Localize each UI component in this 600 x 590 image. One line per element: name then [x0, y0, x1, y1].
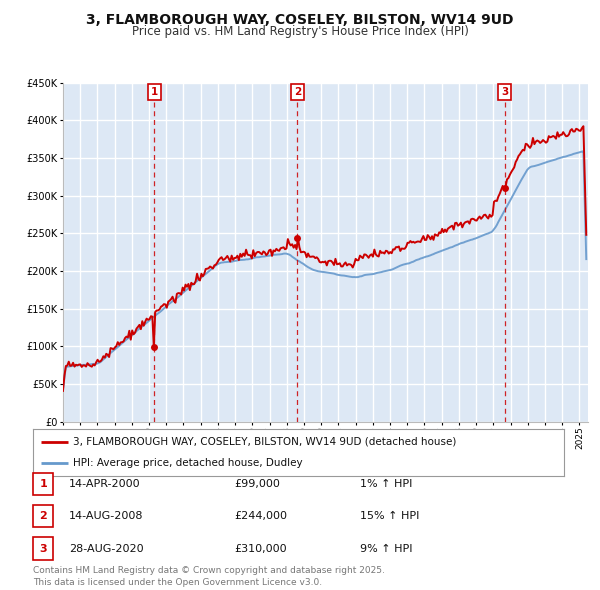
Text: 14-APR-2000: 14-APR-2000	[69, 479, 140, 489]
Text: 1: 1	[151, 87, 158, 97]
Text: £99,000: £99,000	[234, 479, 280, 489]
Text: 2: 2	[40, 512, 47, 521]
Text: 28-AUG-2020: 28-AUG-2020	[69, 544, 143, 553]
Text: Price paid vs. HM Land Registry's House Price Index (HPI): Price paid vs. HM Land Registry's House …	[131, 25, 469, 38]
Text: 14-AUG-2008: 14-AUG-2008	[69, 512, 143, 521]
Text: 1: 1	[40, 479, 47, 489]
Text: 3: 3	[501, 87, 508, 97]
Text: 15% ↑ HPI: 15% ↑ HPI	[360, 512, 419, 521]
Text: 9% ↑ HPI: 9% ↑ HPI	[360, 544, 413, 553]
Text: 2: 2	[294, 87, 301, 97]
Text: 3, FLAMBOROUGH WAY, COSELEY, BILSTON, WV14 9UD: 3, FLAMBOROUGH WAY, COSELEY, BILSTON, WV…	[86, 13, 514, 27]
Text: £244,000: £244,000	[234, 512, 287, 521]
Text: 1% ↑ HPI: 1% ↑ HPI	[360, 479, 412, 489]
Text: 3, FLAMBOROUGH WAY, COSELEY, BILSTON, WV14 9UD (detached house): 3, FLAMBOROUGH WAY, COSELEY, BILSTON, WV…	[73, 437, 456, 447]
Text: Contains HM Land Registry data © Crown copyright and database right 2025.
This d: Contains HM Land Registry data © Crown c…	[33, 566, 385, 587]
Text: HPI: Average price, detached house, Dudley: HPI: Average price, detached house, Dudl…	[73, 458, 302, 468]
Text: 3: 3	[40, 544, 47, 553]
Text: £310,000: £310,000	[234, 544, 287, 553]
